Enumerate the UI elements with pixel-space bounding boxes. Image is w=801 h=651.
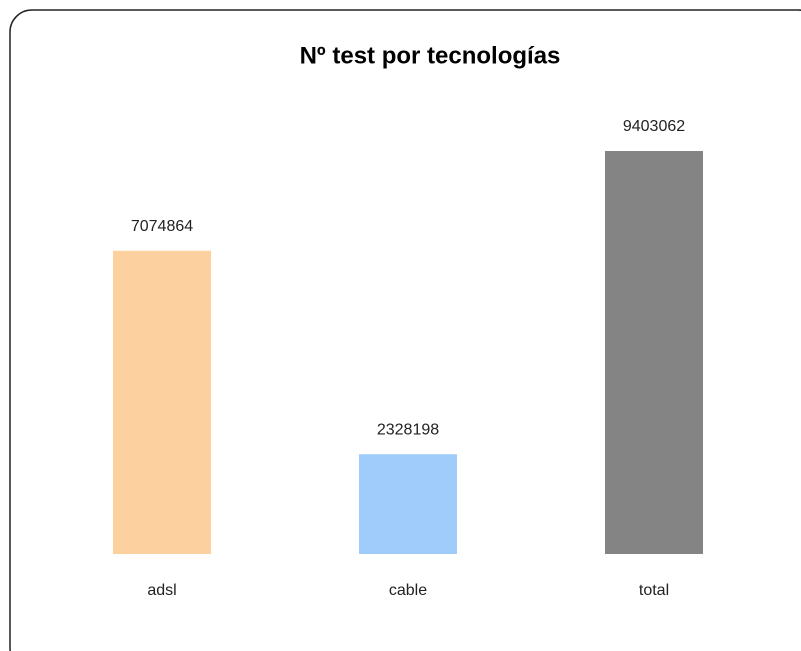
- data-label: 9403062: [623, 118, 685, 135]
- chart-title: Nº test por tecnologías: [300, 42, 561, 69]
- bar: [605, 151, 703, 554]
- x-tick-label: adsl: [147, 582, 176, 599]
- bar: [359, 454, 457, 554]
- data-label: 2328198: [377, 421, 439, 438]
- bar: [113, 250, 211, 555]
- data-label: 7074864: [131, 218, 193, 235]
- x-tick-label: cable: [389, 582, 427, 599]
- x-tick-label: total: [639, 582, 669, 599]
